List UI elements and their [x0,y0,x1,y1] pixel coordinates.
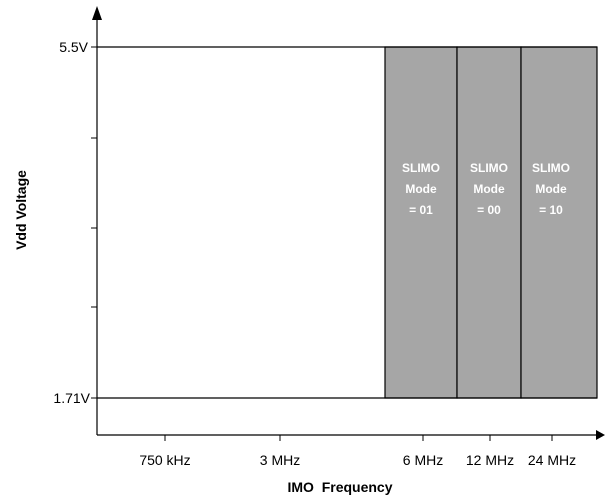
x-axis-title: IMO Frequency [287,479,392,495]
region-label-line3: = 10 [539,203,563,217]
x-label-12mhz: 12 MHz [466,452,514,468]
x-axis-arrow-icon [596,430,605,440]
y-label-top: 5.5V [59,39,88,55]
region-label-line2: Mode [405,182,437,196]
region-label-line2: Mode [473,182,505,196]
region-label-line1: SLIMO [532,161,570,175]
y-label-bottom: 1.71V [53,390,90,406]
y-axis-arrow-icon [92,6,102,20]
region-box-slimo-10 [520,46,598,399]
x-label-750khz: 750 kHz [139,452,190,468]
x-label-6mhz: 6 MHz [403,452,443,468]
x-label-3mhz: 3 MHz [260,452,300,468]
region-label-line1: SLIMO [470,161,508,175]
region-label-line3: = 01 [409,203,433,217]
region-box-slimo-01 [384,46,458,399]
region-label-line2: Mode [535,182,567,196]
x-label-24mhz: 24 MHz [528,452,576,468]
region-label-line3: = 00 [477,203,501,217]
region-box-slimo-00 [456,46,522,399]
y-axis-title: Vdd Voltage [13,170,29,250]
region-label-line1: SLIMO [402,161,440,175]
